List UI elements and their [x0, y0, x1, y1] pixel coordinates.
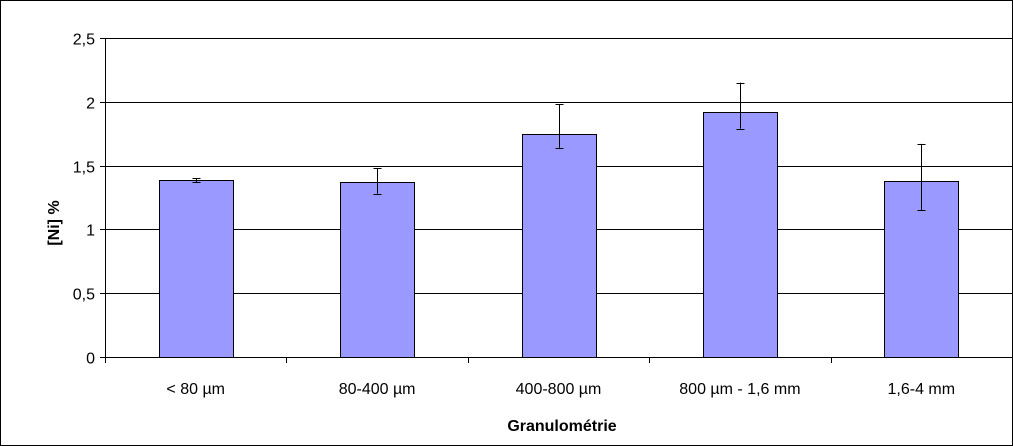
y-tick-label: 2,5 [73, 32, 95, 49]
y-tick-label: 2 [86, 96, 95, 113]
y-tick-label: 1 [86, 223, 95, 240]
bar [522, 134, 597, 358]
y-axis-title: [Ni] % [46, 200, 63, 245]
x-axis-title: Granulométrie [507, 418, 616, 435]
bar [340, 182, 415, 358]
error-bars [192, 82, 926, 211]
y-tick-label: 1,5 [73, 160, 95, 177]
y-tick-label: 0 [86, 351, 95, 368]
x-tick-label: 80-400 µm [339, 381, 416, 398]
bars [159, 112, 959, 358]
x-tick-label: 400-800 µm [516, 381, 602, 398]
x-tick-label: < 80 µm [166, 381, 225, 398]
x-tick-label: 800 µm - 1,6 mm [679, 381, 800, 398]
bar [703, 112, 778, 358]
x-tick-label: 1,6-4 mm [888, 381, 956, 398]
x-tick-labels: < 80 µm 80-400 µm 400-800 µm 800 µm - 1,6 m… [166, 381, 955, 398]
axes [100, 38, 1012, 363]
y-tick-labels: 0 0,5 1 1,5 2 2,5 [73, 32, 95, 368]
y-tick-label: 0,5 [73, 287, 95, 304]
bar [159, 180, 234, 358]
